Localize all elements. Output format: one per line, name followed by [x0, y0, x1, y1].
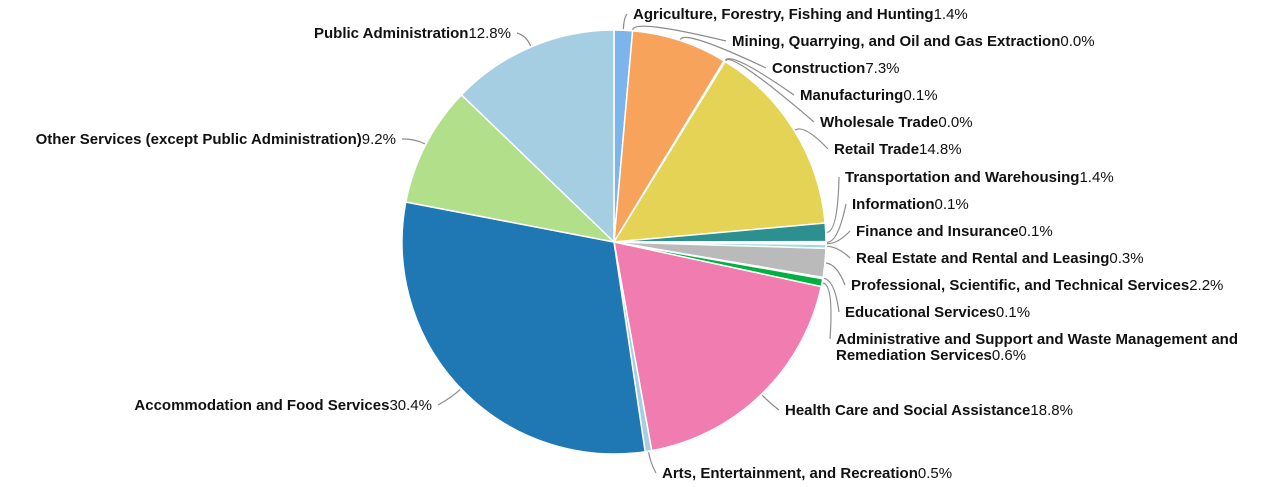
- leader-public-administration: [516, 32, 532, 47]
- label-arts-entertainment-and-recreation: Arts, Entertainment, and Recreation0.5%: [662, 465, 952, 482]
- label-transportation-and-warehousing: Transportation and Warehousing1.4%: [845, 169, 1114, 186]
- pie-slices: [401, 29, 827, 455]
- label-other-services-except-public-administration: Other Services (except Public Administra…: [36, 131, 396, 148]
- leader-arts-entertainment-and-recreation: [648, 452, 657, 474]
- leader-professional-scientific-and-technical-services: [825, 262, 846, 286]
- label-manufacturing: Manufacturing0.1%: [800, 87, 938, 104]
- leader-wholesale-trade: [725, 59, 815, 123]
- leader-finance-and-insurance: [826, 230, 851, 245]
- label-accommodation-and-food-services: Accommodation and Food Services30.4%: [134, 397, 432, 414]
- slice-other-services-except-public-administration[interactable]: [404, 93, 617, 244]
- leader-other-services-except-public-administration: [401, 138, 426, 145]
- label-administrative-and-support-and-waste-management-and-remediation-services: Administrative and Support and Waste Man…: [836, 331, 1238, 364]
- leader-agriculture-forestry-fishing-and-hunting: [622, 13, 628, 30]
- leader-construction: [679, 36, 767, 69]
- slice-retail-trade[interactable]: [612, 60, 826, 243]
- label-public-administration: Public Administration12.8%: [314, 25, 511, 42]
- slice-health-care-and-social-assistance[interactable]: [613, 241, 823, 452]
- leader-real-estate-and-rental-and-leasing: [826, 245, 851, 259]
- slice-public-administration[interactable]: [460, 29, 615, 244]
- slice-accommodation-and-food-services[interactable]: [401, 201, 647, 455]
- label-mining-quarrying-and-oil-and-gas-extraction: Mining, Quarrying, and Oil and Gas Extra…: [732, 33, 1095, 50]
- label-information: Information0.1%: [852, 196, 969, 213]
- label-retail-trade: Retail Trade14.8%: [834, 141, 962, 158]
- leader-accommodation-and-food-services: [437, 388, 461, 406]
- leader-manufacturing: [724, 58, 795, 96]
- leader-retail-trade: [794, 128, 829, 150]
- label-wholesale-trade: Wholesale Trade0.0%: [820, 114, 973, 131]
- label-health-care-and-social-assistance: Health Care and Social Assistance18.8%: [785, 402, 1073, 419]
- label-agriculture-forestry-fishing-and-hunting: Agriculture, Forestry, Fishing and Hunti…: [633, 6, 968, 23]
- leader-information: [826, 203, 847, 243]
- label-finance-and-insurance: Finance and Insurance0.1%: [856, 223, 1053, 240]
- leader-lines: [401, 13, 851, 474]
- label-real-estate-and-rental-and-leasing: Real Estate and Rental and Leasing0.3%: [856, 250, 1144, 267]
- leader-educational-services: [823, 277, 840, 313]
- label-professional-scientific-and-technical-services: Professional, Scientific, and Technical …: [851, 277, 1223, 294]
- leader-health-care-and-social-assistance: [761, 394, 780, 411]
- label-educational-services: Educational Services0.1%: [845, 304, 1030, 321]
- leader-transportation-and-warehousing: [826, 176, 840, 233]
- slice-labels: Agriculture, Forestry, Fishing and Hunti…: [36, 6, 1238, 482]
- label-construction: Construction7.3%: [772, 60, 900, 77]
- leader-administrative-and-support-and-waste-management-and-remediation-services: [822, 282, 832, 340]
- slice-construction[interactable]: [613, 30, 726, 243]
- leader-mining-quarrying-and-oil-and-gas-extraction: [632, 25, 727, 42]
